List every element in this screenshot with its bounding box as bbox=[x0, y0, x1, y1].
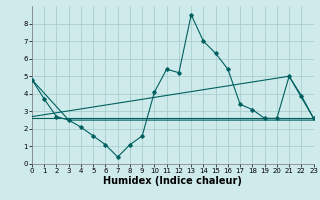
X-axis label: Humidex (Indice chaleur): Humidex (Indice chaleur) bbox=[103, 176, 242, 186]
